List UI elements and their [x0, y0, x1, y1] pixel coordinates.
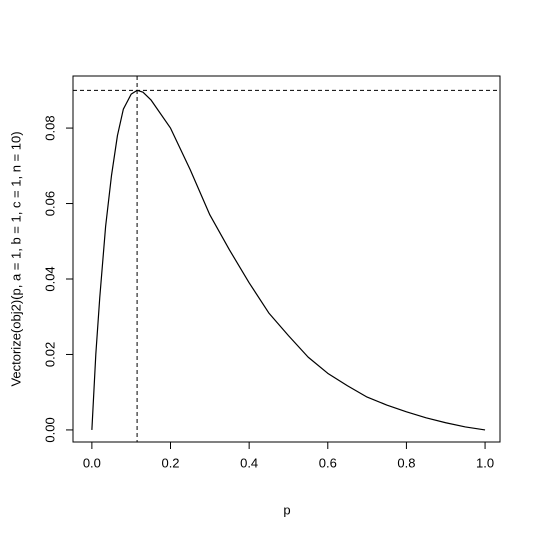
curve: [91, 89, 486, 431]
x-tick-label: 0.4: [240, 455, 258, 470]
x-tick-label: 0.8: [397, 455, 415, 470]
y-tick-label: 0.06: [42, 191, 57, 216]
y-tick-label: 0.02: [42, 342, 57, 367]
x-tick-label: 0.0: [83, 455, 101, 470]
y-tick-label: 0.08: [42, 115, 57, 140]
y-axis-label: Vectorize(obj2)(p, a = 1, b = 1, c = 1, …: [8, 131, 23, 386]
x-tick-label: 0.2: [161, 455, 179, 470]
x-tick-label: 1.0: [476, 455, 494, 470]
x-axis-label: p: [283, 502, 290, 517]
y-tick-label: 0.04: [42, 266, 57, 291]
x-tick-label: 0.6: [319, 455, 337, 470]
y-tick-label: 0.00: [42, 417, 57, 442]
